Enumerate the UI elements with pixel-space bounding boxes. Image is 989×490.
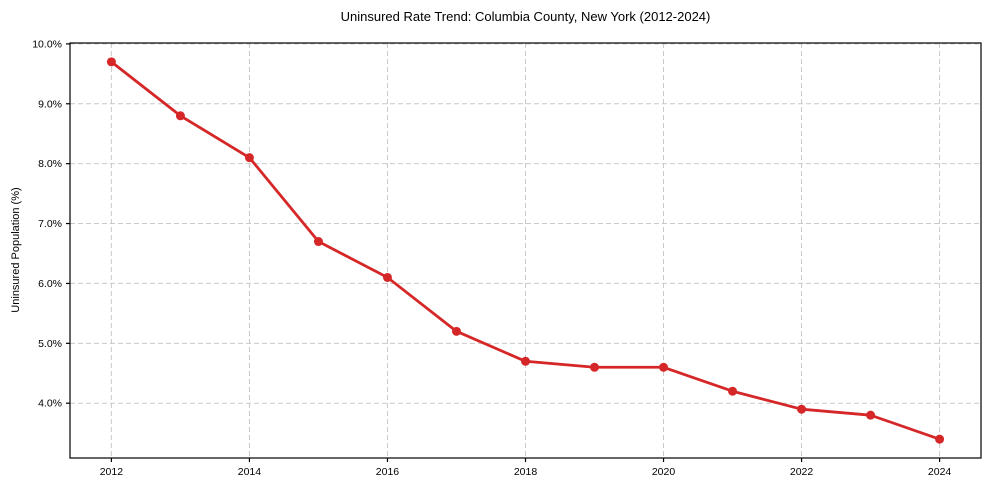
x-tick-label-2014: 2014 (238, 466, 262, 478)
x-tick-label-2012: 2012 (100, 466, 124, 478)
data-point-2022 (797, 404, 807, 414)
data-point-2019 (590, 362, 600, 372)
data-point-2012 (106, 57, 116, 67)
x-tick-label-2020: 2020 (652, 466, 676, 478)
data-point-2023 (866, 410, 876, 420)
data-point-2017 (451, 326, 461, 336)
y-tick-label-6.0%: 6.0% (38, 278, 62, 290)
y-tick-label-4.0%: 4.0% (38, 398, 62, 410)
x-tick-label-2022: 2022 (790, 466, 814, 478)
x-tick-label-2016: 2016 (376, 466, 400, 478)
x-tick-label-2018: 2018 (514, 466, 538, 478)
data-point-2014 (244, 153, 254, 163)
data-point-2013 (175, 111, 185, 121)
y-tick-label-8.0%: 8.0% (38, 158, 62, 170)
data-point-2021 (728, 386, 738, 396)
y-tick-label-5.0%: 5.0% (38, 338, 62, 350)
y-tick-label-9.0%: 9.0% (38, 98, 62, 110)
y-tick-label-7.0%: 7.0% (38, 218, 62, 230)
data-point-2020 (659, 362, 669, 372)
y-tick-label-10.0%: 10.0% (32, 38, 62, 50)
data-point-2016 (382, 272, 392, 282)
data-point-2015 (313, 237, 323, 247)
x-tick-label-2024: 2024 (928, 466, 952, 478)
data-point-2018 (521, 356, 530, 366)
chart-title: Uninsured Rate Trend: Columbia County, N… (340, 9, 711, 24)
data-point-2024 (935, 434, 945, 444)
